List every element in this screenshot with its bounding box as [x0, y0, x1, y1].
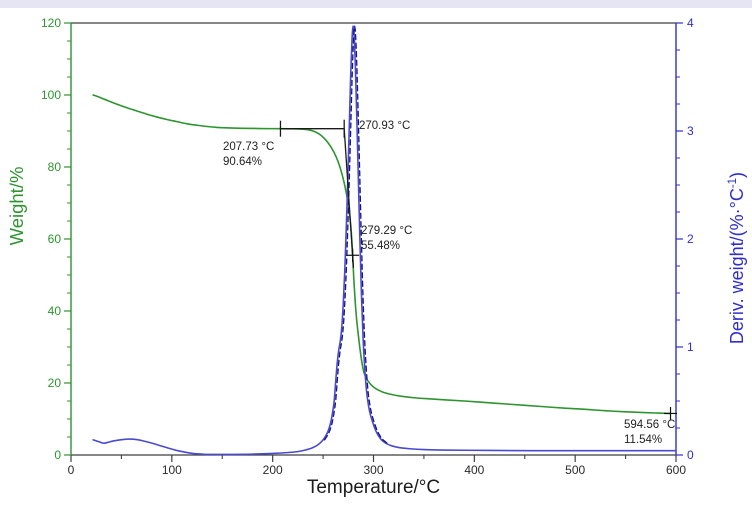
inflection-label: 55.48%	[361, 240, 400, 252]
y-left-tick-label: 100	[41, 88, 61, 102]
deriv-weight-curve	[92, 25, 677, 456]
y-right-tick-label: 2	[687, 232, 694, 246]
y-left-tick-label: 20	[48, 376, 62, 390]
y-right-tick-label: 1	[687, 340, 694, 354]
peak-onset-temp-label: 270.93 °C	[359, 120, 410, 132]
y-axis-left-title: Weight/%	[6, 166, 27, 246]
window-top-strip	[0, 0, 752, 8]
annotations: 207.73 °C 90.64% 270.93 °C 279.29 °C 55.48% 5…	[223, 119, 678, 446]
weight-curve	[92, 94, 672, 415]
y-left-tick-label: 40	[48, 304, 62, 318]
x-tick-label: 0	[68, 463, 75, 477]
y-right-title-main: Deriv. weight/(%·°C	[727, 188, 747, 345]
y-axis-right-title: Deriv. weight/(%·°C-1)	[721, 118, 747, 398]
y-right-tick-label: 0	[687, 448, 694, 462]
residue-label: 594.56 °C	[624, 419, 675, 431]
inflection-label: 279.29 °C	[361, 225, 412, 237]
y-axis-left-ticks: 0 20 40 60 80 100 120	[41, 16, 71, 462]
y-right-title-close: )	[727, 171, 747, 178]
onset-label: 207.73 °C	[223, 141, 274, 153]
y-left-tick-label: 0	[54, 448, 61, 462]
onset-label: 90.64%	[223, 156, 262, 168]
plot-frame	[70, 22, 677, 456]
y-left-tick-label: 60	[48, 232, 62, 246]
y-right-tick-label: 4	[687, 16, 694, 30]
x-tick-label: 500	[565, 463, 585, 477]
deriv-weight-dashed-overlay-curve	[323, 25, 388, 444]
x-tick-label: 100	[162, 463, 182, 477]
tangent-line	[343, 128, 355, 268]
x-tick-label: 300	[363, 463, 383, 477]
y-axis-right-ticks: 0 1 2 3 4	[676, 16, 694, 462]
y-right-title-superscript: -1	[727, 177, 739, 189]
x-tick-label: 600	[666, 463, 686, 477]
y-left-tick-label: 80	[48, 160, 62, 174]
x-axis-ticks: 0 100 200 300 400 500 600	[68, 455, 686, 477]
y-right-tick-label: 3	[687, 124, 694, 138]
x-tick-label: 400	[464, 463, 484, 477]
y-left-tick-label: 120	[41, 16, 61, 30]
residue-label: 11.54%	[624, 434, 662, 446]
x-tick-label: 200	[263, 463, 283, 477]
x-axis-title: Temperature/°C	[306, 477, 441, 498]
